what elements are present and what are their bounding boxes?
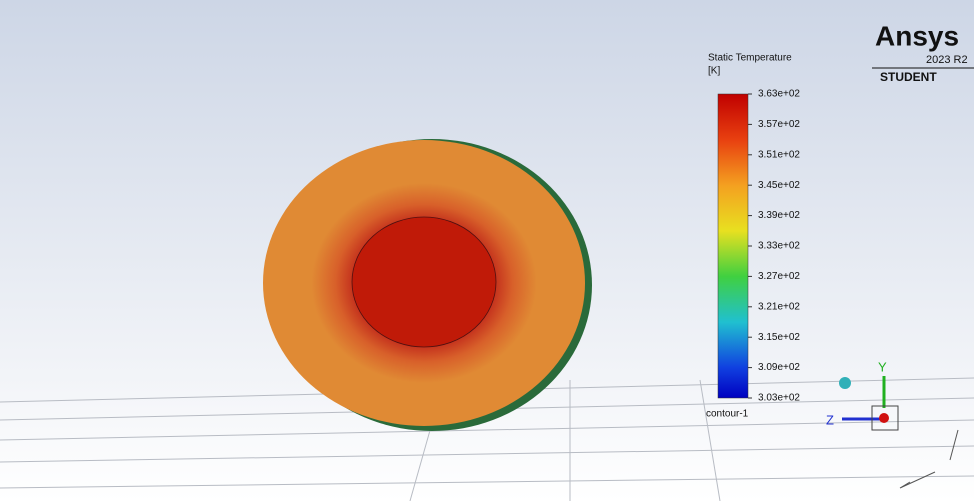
triad-x-axis (879, 413, 889, 423)
viewport: Static Temperature [K] 3.63e+02 3.57e+02 3… (0, 0, 974, 501)
legend-unit: [K] (708, 66, 720, 77)
brand-edition: STUDENT (880, 70, 937, 84)
contour-name: contour-1 (706, 409, 749, 420)
legend-label: 3.45e+02 (758, 180, 800, 191)
legend-label: 3.15e+02 (758, 332, 800, 343)
legend-label: 3.27e+02 (758, 271, 800, 282)
legend-title: Static Temperature (708, 53, 792, 64)
brand-name: Ansys (875, 20, 959, 51)
page: Static Temperature [K] 3.63e+02 3.57e+02 3… (0, 0, 974, 501)
triad-y-label: Y (878, 359, 887, 374)
legend-label: 3.39e+02 (758, 210, 800, 221)
triad-z-label: Z (826, 412, 834, 427)
pipe-inner-region (352, 217, 496, 347)
colorbar (718, 94, 748, 398)
legend-label: 3.51e+02 (758, 149, 800, 160)
legend-label: 3.63e+02 (758, 89, 800, 100)
triad-sphere (839, 377, 851, 389)
legend-label: 3.57e+02 (758, 119, 800, 130)
legend-label: 3.03e+02 (758, 393, 800, 404)
brand-version: 2023 R2 (926, 54, 968, 66)
legend-label: 3.09e+02 (758, 362, 800, 373)
legend-label: 3.21e+02 (758, 301, 800, 312)
legend-label: 3.33e+02 (758, 241, 800, 252)
